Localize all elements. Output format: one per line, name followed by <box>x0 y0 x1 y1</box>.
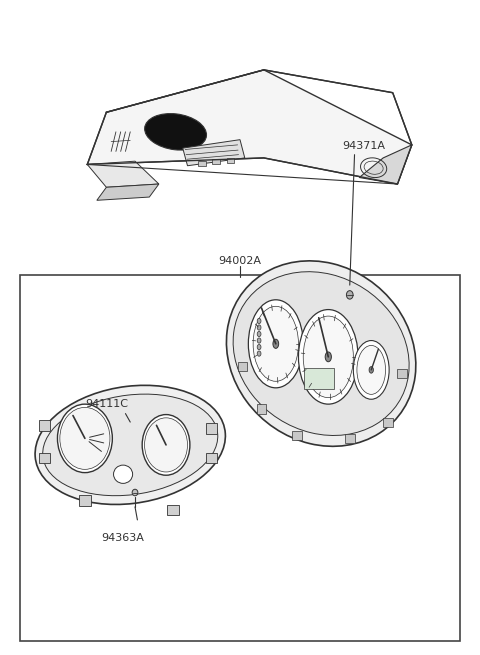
Bar <box>257 404 266 413</box>
Ellipse shape <box>257 338 261 343</box>
FancyBboxPatch shape <box>21 275 459 641</box>
Ellipse shape <box>233 272 409 436</box>
Ellipse shape <box>347 291 353 299</box>
Text: 94371A: 94371A <box>343 141 385 151</box>
Bar <box>205 423 217 434</box>
Ellipse shape <box>325 352 331 362</box>
Ellipse shape <box>248 300 303 388</box>
Polygon shape <box>360 145 412 184</box>
Ellipse shape <box>253 307 299 381</box>
Polygon shape <box>87 161 159 187</box>
Ellipse shape <box>257 318 261 324</box>
Ellipse shape <box>58 404 112 473</box>
Text: 94111C: 94111C <box>85 399 128 409</box>
Bar <box>397 369 407 378</box>
Ellipse shape <box>369 367 373 373</box>
Text: 94363A: 94363A <box>102 533 144 543</box>
Ellipse shape <box>35 385 226 504</box>
Bar <box>345 434 355 443</box>
Ellipse shape <box>273 339 279 348</box>
Ellipse shape <box>144 113 206 150</box>
Bar <box>292 430 302 440</box>
Bar <box>238 362 247 371</box>
Bar <box>383 417 393 426</box>
FancyBboxPatch shape <box>227 158 234 163</box>
Text: 94002A: 94002A <box>218 255 262 265</box>
Ellipse shape <box>257 345 261 350</box>
Polygon shape <box>97 184 159 200</box>
Ellipse shape <box>227 261 416 446</box>
Ellipse shape <box>257 325 261 330</box>
Bar <box>38 453 50 463</box>
Ellipse shape <box>114 465 132 483</box>
Polygon shape <box>87 70 412 184</box>
Bar <box>205 453 217 463</box>
Ellipse shape <box>299 310 358 404</box>
Bar <box>38 420 50 430</box>
Ellipse shape <box>357 345 385 394</box>
Ellipse shape <box>353 341 389 400</box>
Ellipse shape <box>144 418 188 472</box>
FancyBboxPatch shape <box>304 368 334 389</box>
Ellipse shape <box>257 331 261 337</box>
FancyBboxPatch shape <box>212 159 220 164</box>
Ellipse shape <box>60 407 110 470</box>
Ellipse shape <box>303 316 353 398</box>
Ellipse shape <box>257 351 261 356</box>
Bar <box>79 495 91 506</box>
Ellipse shape <box>43 394 218 496</box>
FancyBboxPatch shape <box>198 160 205 166</box>
Ellipse shape <box>142 415 190 476</box>
Ellipse shape <box>132 489 138 496</box>
Bar <box>168 505 179 515</box>
Polygon shape <box>183 140 245 166</box>
